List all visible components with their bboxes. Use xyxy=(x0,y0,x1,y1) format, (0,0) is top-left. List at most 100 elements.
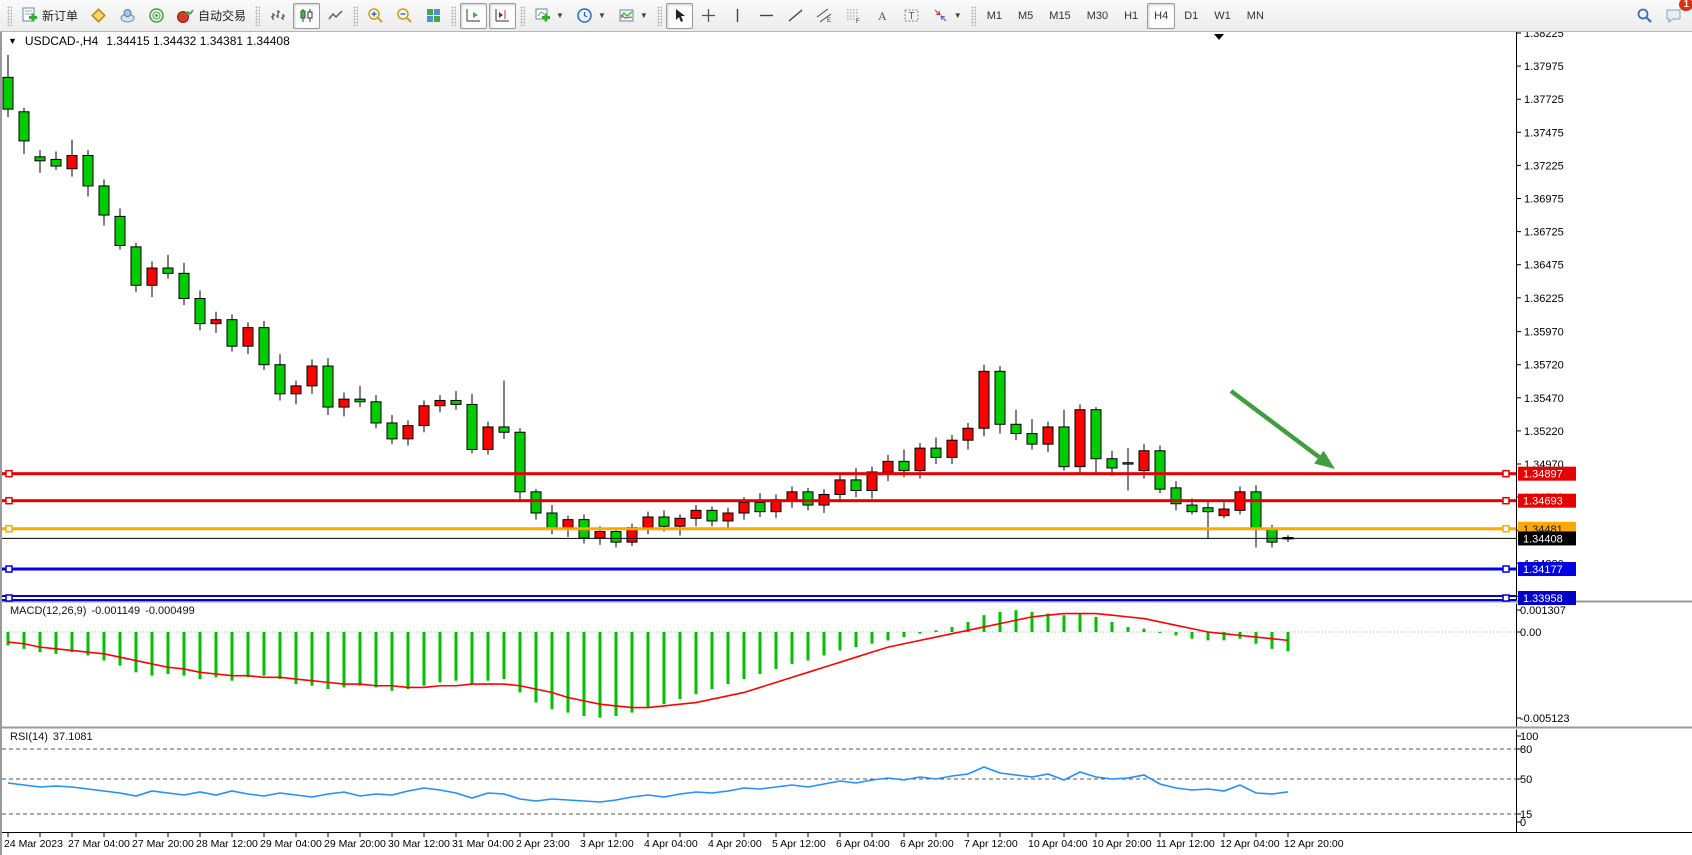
dropdown-caret-icon: ▼ xyxy=(953,11,962,20)
trendline-button[interactable] xyxy=(782,3,809,29)
toolbar-grip[interactable] xyxy=(353,5,359,26)
timeframe-m30[interactable]: M30 xyxy=(1086,9,1109,22)
trend-arrow-annotation[interactable] xyxy=(1229,389,1335,469)
svg-text:27 Mar 04:00: 27 Mar 04:00 xyxy=(68,838,130,850)
timeframe-h1[interactable]: H1 xyxy=(1124,9,1139,22)
timeframe-h4[interactable]: H4 xyxy=(1147,2,1176,29)
chart-title: ▼ USDCAD-,H4 1.34415 1.34432 1.34381 1.3… xyxy=(8,34,290,48)
toolbar-grip[interactable] xyxy=(656,5,662,26)
chart-canvas[interactable]: 1.38225 1.37975 1.37725 1.37475 1.37225 1.369… xyxy=(2,32,1692,855)
toolbar-grip[interactable] xyxy=(520,5,526,26)
periodicity-dropdown[interactable]: ▼ xyxy=(571,3,611,29)
timeframe-m15[interactable]: M15 xyxy=(1049,9,1071,22)
svg-text:31 Mar 04:00: 31 Mar 04:00 xyxy=(452,838,514,850)
candle-body xyxy=(546,512,558,530)
indicators-dropdown[interactable]: ▼ xyxy=(613,3,653,29)
timeframe-d1[interactable]: D1 xyxy=(1184,9,1199,22)
cursor-icon xyxy=(675,9,685,22)
signals-radar-icon xyxy=(149,8,164,23)
bar-chart-button[interactable] xyxy=(264,3,291,29)
vertical-line-button[interactable] xyxy=(724,3,751,29)
line-handle[interactable] xyxy=(1502,469,1510,478)
crosshair-button[interactable] xyxy=(695,3,722,29)
svg-text:15: 15 xyxy=(1520,809,1532,821)
candle-body xyxy=(1074,409,1086,468)
crosshair-icon xyxy=(701,9,715,22)
svg-text:4 Apr 20:00: 4 Apr 20:00 xyxy=(708,838,762,850)
candle-body xyxy=(130,246,142,286)
candle-body xyxy=(482,426,494,450)
current-price: 1.34408 xyxy=(2,531,1576,546)
timeframe-m1[interactable]: M1 xyxy=(986,9,1002,22)
candle-body xyxy=(498,426,510,433)
new-chart-dropdown[interactable]: ▼ xyxy=(529,3,569,29)
autotrade-button[interactable]: 自动交易 xyxy=(172,3,251,29)
candlestick-chart-icon xyxy=(300,9,313,22)
line-handle[interactable] xyxy=(5,496,13,505)
rsi-label: RSI(14) 37.1081 xyxy=(10,731,98,743)
candle-body xyxy=(354,398,366,403)
toolbar-grip[interactable] xyxy=(7,5,12,26)
equidistant-channel-button[interactable]: E xyxy=(811,3,838,29)
autotrade-label: 自动交易 xyxy=(198,9,247,23)
signals-button[interactable] xyxy=(143,3,170,29)
line-handle[interactable] xyxy=(1502,496,1510,505)
toolbar-grip[interactable] xyxy=(255,5,261,26)
candle-body xyxy=(194,297,206,325)
line-handle[interactable] xyxy=(1502,594,1510,602)
svg-text:1.35220: 1.35220 xyxy=(1524,426,1564,438)
horizontal-line xyxy=(2,567,1516,571)
svg-text:1.37225: 1.37225 xyxy=(1524,160,1564,172)
candle-body xyxy=(66,154,78,170)
svg-text:2 Apr 23:00: 2 Apr 23:00 xyxy=(516,838,570,850)
notifications-button[interactable]: 1 xyxy=(1660,0,1692,29)
date-axis: 24 Mar 2023 27 Mar 04:00 27 Mar 20:00 28 Ma… xyxy=(4,833,1344,850)
auto-scroll-button[interactable] xyxy=(460,2,488,29)
horizontal-line-button[interactable] xyxy=(753,3,780,29)
timeframe-w1[interactable]: W1 xyxy=(1214,9,1231,22)
clock-icon xyxy=(577,8,592,23)
collapse-arrow-icon[interactable]: ▼ xyxy=(8,36,17,46)
candle-body xyxy=(1090,409,1102,460)
line-handle[interactable] xyxy=(5,525,13,533)
svg-text:28 Mar 12:00: 28 Mar 12:00 xyxy=(196,838,258,850)
svg-text:27 Mar 20:00: 27 Mar 20:00 xyxy=(132,838,194,850)
candle-body xyxy=(514,431,526,493)
toolbar-grip[interactable] xyxy=(451,5,457,26)
svg-text:10 Apr 04:00: 10 Apr 04:00 xyxy=(1028,838,1088,850)
candle-body xyxy=(786,491,798,501)
chart-shift-button[interactable] xyxy=(489,2,517,29)
candle-body xyxy=(722,512,734,522)
line-handle[interactable] xyxy=(5,565,13,573)
toolbar-grip[interactable] xyxy=(970,5,976,26)
new-order-button[interactable]: 新订单 xyxy=(16,3,83,29)
candlestick-chart-button[interactable] xyxy=(293,2,321,29)
timeframe-m5[interactable]: M5 xyxy=(1018,9,1034,22)
cursor-button[interactable] xyxy=(665,2,693,29)
autotrade-icon xyxy=(177,9,194,23)
arrows-dropdown[interactable]: ▼ xyxy=(927,3,967,29)
candle-body xyxy=(594,531,606,539)
fibonacci-button[interactable]: F xyxy=(840,3,867,29)
candle-body xyxy=(1058,426,1070,468)
timeframe-mn[interactable]: MN xyxy=(1246,9,1264,22)
search-button[interactable] xyxy=(1631,3,1658,29)
community-button[interactable] xyxy=(114,3,141,29)
line-chart-button[interactable] xyxy=(322,3,349,29)
files-button[interactable] xyxy=(85,3,112,29)
candle-body xyxy=(1186,504,1198,513)
notification-badge: 1 xyxy=(1679,0,1692,11)
zoom-out-button[interactable] xyxy=(391,3,418,29)
price-tag xyxy=(1518,562,1576,577)
line-handle[interactable] xyxy=(1502,525,1510,533)
line-handle[interactable] xyxy=(5,469,13,478)
tile-windows-button[interactable] xyxy=(420,3,447,29)
zoom-in-button[interactable] xyxy=(362,3,389,29)
text-label-button[interactable]: T xyxy=(898,3,925,29)
line-handle[interactable] xyxy=(1502,565,1510,573)
horizontal-line xyxy=(2,599,1516,602)
text-button[interactable]: A xyxy=(869,3,896,29)
line-handle[interactable] xyxy=(5,594,13,602)
svg-text:24 Mar 2023: 24 Mar 2023 xyxy=(4,838,63,850)
